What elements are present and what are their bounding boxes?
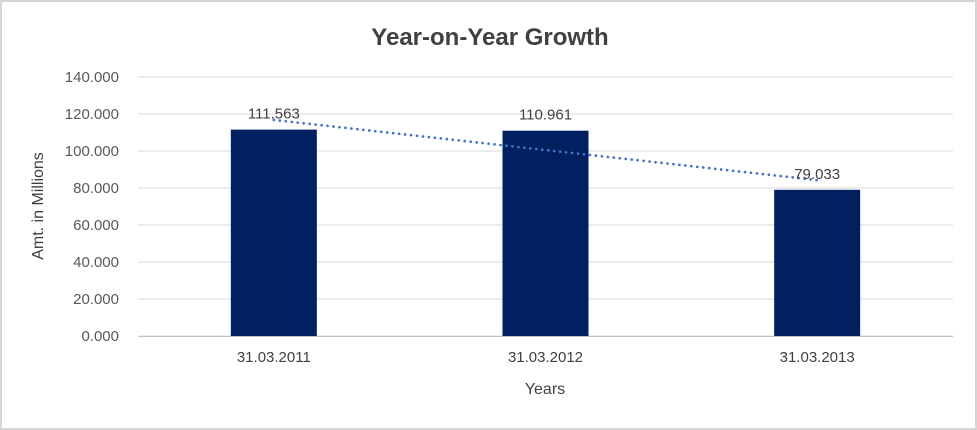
y-tick-label: 140.000 [65, 69, 119, 86]
x-category-label: 31.03.2011 [237, 349, 311, 366]
x-category-label: 31.03.2012 [508, 349, 583, 366]
y-tick-label: 40.000 [73, 254, 119, 271]
bar [230, 129, 317, 336]
y-tick-label: 0.000 [81, 328, 119, 345]
bar [774, 189, 861, 336]
bars [230, 129, 861, 336]
trendline [272, 118, 819, 182]
x-axis-category-labels: 31.03.2011 31.03.2012 31.03.2013 [237, 349, 855, 366]
bar-value-label: 111.563 [248, 106, 300, 123]
x-category-label: 31.03.2013 [780, 349, 855, 366]
bar-value-labels: 111.563 110.961 79.033 [248, 106, 840, 183]
y-tick-label: 80.000 [73, 180, 119, 197]
trendline-group [272, 118, 819, 182]
y-tick-label: 100.000 [65, 143, 119, 160]
bar-value-label: 110.961 [519, 107, 572, 124]
y-tick-label: 60.000 [73, 217, 119, 234]
y-tick-label: 120.000 [65, 106, 119, 123]
bar [502, 130, 589, 336]
chart-title: Year-on-Year Growth [371, 24, 608, 51]
y-axis-tick-labels: 0.000 20.000 40.000 60.000 80.000 100.000 120.… [65, 69, 119, 345]
bar-value-label: 79.033 [794, 166, 840, 183]
y-axis-title: Amt. in Millions [30, 152, 47, 260]
y-tick-label: 20.000 [73, 291, 119, 308]
x-axis-title: Years [525, 381, 565, 398]
